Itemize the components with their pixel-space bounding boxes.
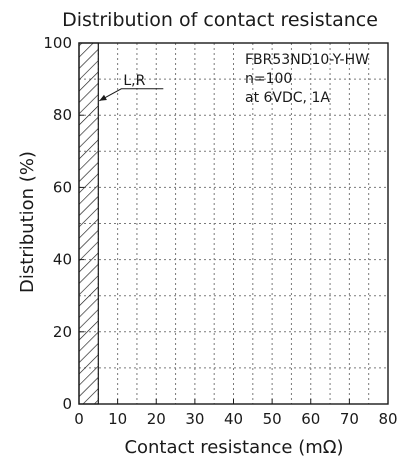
- y-tick-label: 40: [53, 251, 72, 269]
- x-tick-label: 40: [224, 410, 243, 428]
- annotation-sample-size: n=100: [245, 71, 292, 87]
- y-tick-label: 60: [53, 178, 72, 196]
- y-tick-label: 100: [43, 34, 72, 52]
- x-tick-label: 10: [108, 410, 127, 428]
- y-axis-ticks: 0 20 40 60 80 100: [43, 34, 84, 413]
- x-axis-label: Contact resistance (mΩ): [124, 437, 343, 458]
- y-tick-label: 20: [53, 323, 72, 341]
- y-tick-label: 80: [53, 106, 72, 124]
- annotation-condition: at 6VDC, 1A: [245, 90, 330, 106]
- x-tick-label: 30: [185, 410, 204, 428]
- y-axis-label: Distribution (%): [17, 151, 38, 293]
- hatched-region: [78, 42, 99, 405]
- callout-label: L,R: [123, 73, 145, 89]
- x-tick-label: 60: [301, 410, 320, 428]
- x-tick-label: 20: [147, 410, 166, 428]
- callout: L,R: [99, 73, 164, 102]
- x-tick-label: 80: [378, 410, 397, 428]
- chart-title: Distribution of contact resistance: [62, 9, 378, 31]
- annotation-block: FBR53ND10-Y-HW n=100 at 6VDC, 1A: [245, 52, 369, 106]
- x-tick-label: 50: [263, 410, 282, 428]
- x-tick-label: 0: [74, 410, 84, 428]
- callout-arrowhead: [99, 94, 107, 101]
- x-tick-label: 70: [340, 410, 359, 428]
- annotation-model: FBR53ND10-Y-HW: [245, 52, 369, 68]
- y-tick-label: 0: [62, 395, 72, 413]
- grid-lines: [79, 43, 388, 404]
- callout-leader: [99, 88, 164, 102]
- x-axis-ticks: 0 10 20 30 40 50 60 70 80: [74, 399, 398, 428]
